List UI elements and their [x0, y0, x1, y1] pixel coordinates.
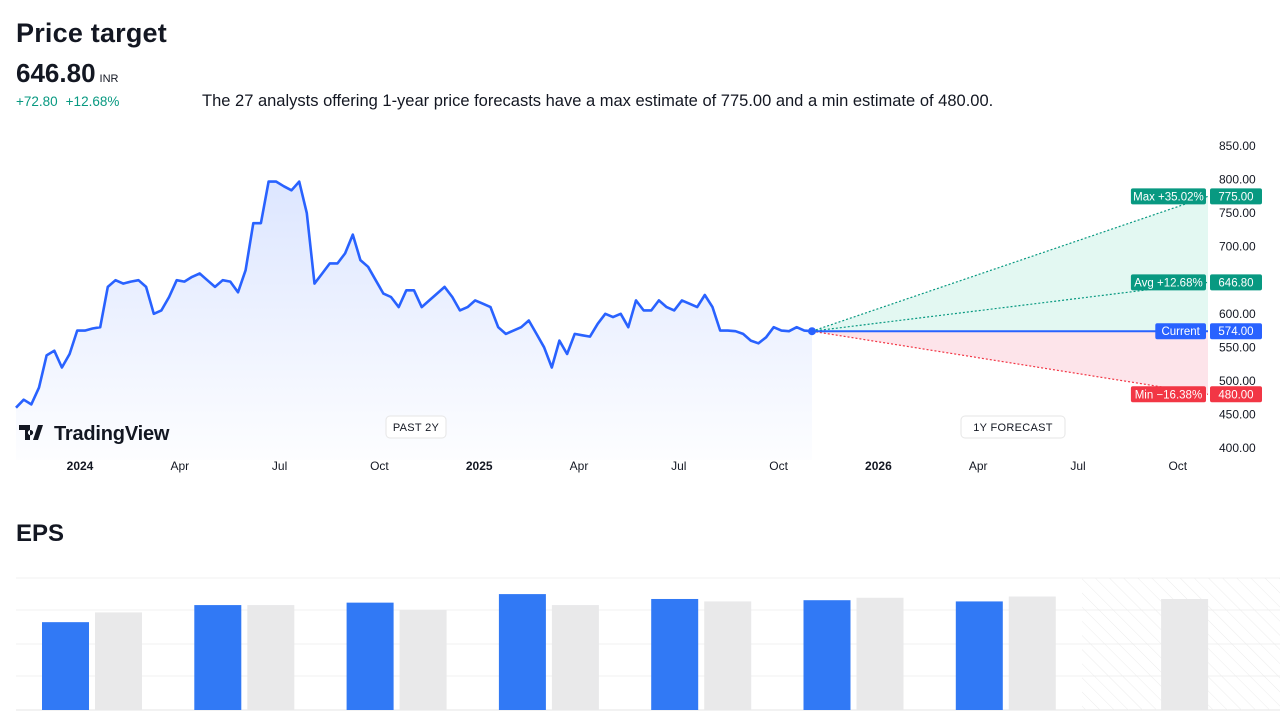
forecast-min-label: [1130, 386, 1206, 403]
x-tick-label: Jul: [272, 459, 287, 473]
x-tick-label: Jul: [671, 459, 686, 473]
eps-estimate-bar[interactable]: [95, 612, 142, 710]
eps-estimate-bar[interactable]: [551, 605, 599, 710]
forecast-avg-value: [1210, 274, 1262, 291]
eps-actual-bar[interactable]: [803, 600, 851, 710]
eps-estimate-bar[interactable]: [399, 609, 447, 710]
forecast-min-value-text: 480.00: [1218, 389, 1253, 401]
x-tick-label: Oct: [769, 459, 788, 473]
forecast-current-value: [1210, 323, 1262, 340]
forecast-max-value-text: 775.00: [1218, 191, 1253, 203]
x-tick-label: Apr: [170, 459, 189, 473]
x-tick-label: Apr: [570, 459, 589, 473]
eps-actual-bar[interactable]: [346, 602, 394, 710]
eps-estimate-bar[interactable]: [247, 605, 295, 710]
currency-label: INR: [99, 73, 119, 85]
forecast-min-label-text: Min −16.38%: [1135, 389, 1202, 401]
page-title: Price target: [16, 18, 167, 48]
y-tick-label: 700.00: [1219, 240, 1256, 254]
eps-actual-bar[interactable]: [955, 601, 1003, 710]
y-tick-label: 450.00: [1219, 407, 1256, 421]
eps-actual-bar[interactable]: [651, 598, 699, 710]
price-area-fill: [16, 181, 812, 460]
period-pill-forecast: [960, 415, 1066, 439]
price-target-change: +72.80 +12.68%: [16, 94, 119, 109]
forecast-current-label: [1155, 323, 1206, 340]
forecast-min-line: [811, 330, 1209, 395]
forecast-min-value: [1210, 386, 1262, 403]
tradingview-logo-icon: [19, 425, 43, 440]
eps-actual-bar[interactable]: [498, 594, 546, 710]
y-tick-label: 550.00: [1219, 340, 1256, 354]
eps-estimate-bar[interactable]: [856, 597, 904, 710]
forecast-avg-value-text: 646.80: [1218, 277, 1253, 289]
eps-estimate-bar[interactable]: [704, 601, 752, 710]
x-tick-label: Oct: [370, 459, 389, 473]
change-absolute: +72.80: [16, 94, 58, 109]
eps-section-title: EPS: [16, 520, 65, 547]
tradingview-logo: TradingView: [19, 423, 170, 445]
y-tick-label: 600.00: [1219, 307, 1256, 321]
analyst-summary: The 27 analysts offering 1-year price fo…: [202, 92, 994, 110]
eps-estimate-bar[interactable]: [1161, 598, 1209, 710]
forecast-avg-label: [1130, 274, 1206, 291]
eps-chart[interactable]: [0, 572, 1280, 720]
x-tick-label: Oct: [1168, 459, 1187, 473]
y-tick-label: 800.00: [1219, 173, 1256, 187]
price-target-number: 646.80: [16, 58, 96, 88]
y-tick-label: 850.00: [1219, 139, 1256, 153]
change-percent: +12.68%: [65, 94, 120, 109]
forecast-max-label-text: Max +35.02%: [1133, 191, 1204, 203]
eps-actual-bar[interactable]: [42, 622, 89, 710]
eps-actual-bar[interactable]: [194, 605, 242, 710]
y-tick-label: 750.00: [1219, 206, 1256, 220]
x-tick-label: Jul: [1070, 459, 1085, 473]
period-pill-past: [385, 415, 447, 439]
current-price-dot: [808, 327, 816, 336]
price-target-value: 646.80 INR: [16, 58, 118, 89]
tradingview-wordmark: TradingView: [54, 423, 170, 445]
price-target-chart[interactable]: 850.00800.00750.00700.00650.00600.00550.…: [0, 130, 1280, 480]
forecast-max-value: [1210, 188, 1262, 205]
forecast-avg-line: [811, 281, 1209, 332]
forecast-downside-area: [812, 331, 1208, 395]
forecast-max-line: [811, 195, 1209, 332]
x-tick-label: 2024: [67, 459, 94, 473]
x-tick-label: Apr: [969, 459, 988, 473]
x-tick-label: 2025: [466, 459, 493, 473]
forecast-current-value-text: 574.00: [1218, 326, 1253, 338]
forecast-current-label-text: Current: [1161, 326, 1200, 338]
x-tick-label: 2026: [865, 459, 892, 473]
period-label-past: PAST 2Y: [393, 422, 440, 434]
price-history-line[interactable]: [15, 180, 813, 409]
y-tick-label: 400.00: [1219, 441, 1256, 455]
forecast-max-label: [1130, 188, 1206, 205]
period-label-forecast: 1Y FORECAST: [973, 422, 1053, 434]
eps-estimate-bar[interactable]: [1008, 596, 1056, 710]
forecast-avg-label-text: Avg +12.68%: [1134, 277, 1203, 289]
y-tick-label: 500.00: [1219, 374, 1256, 388]
